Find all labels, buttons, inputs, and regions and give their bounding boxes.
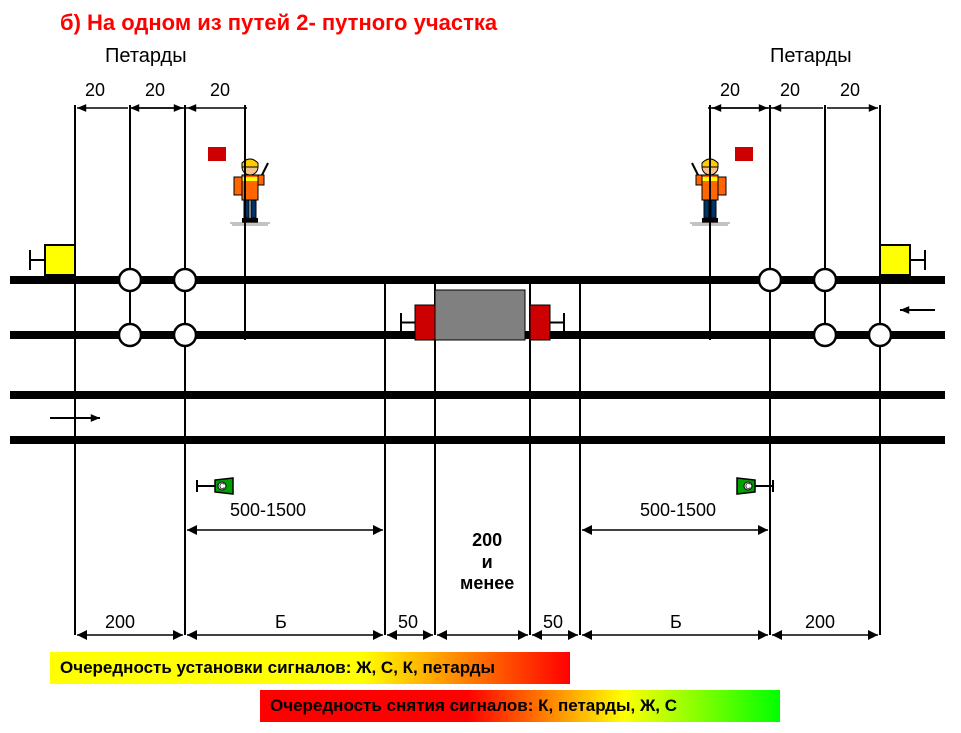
svg-text:С: С [745, 482, 751, 491]
svg-text:С: С [219, 482, 225, 491]
install-order-bar: Очередность установки сигналов: Ж, С, К,… [50, 652, 570, 684]
diagram-svg: СС [0, 0, 961, 733]
remove-order-bar: Очередность снятия сигналов: К, петарды,… [260, 690, 780, 722]
